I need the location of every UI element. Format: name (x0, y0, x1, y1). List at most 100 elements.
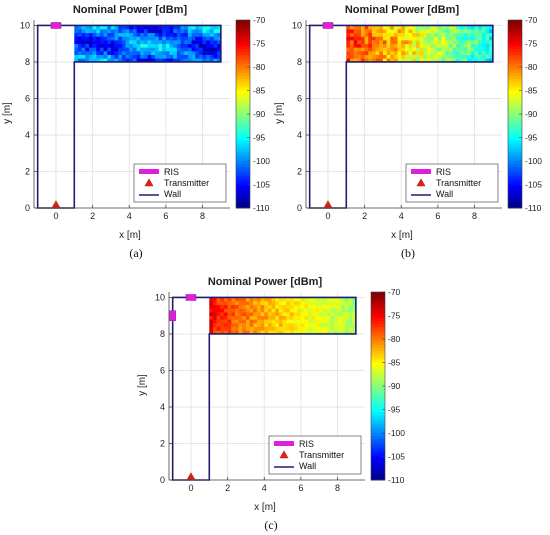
heatmap-cell (110, 43, 115, 48)
heatmap-cell (143, 29, 148, 34)
heatmap-cell (162, 58, 167, 63)
heatmap-cell (282, 304, 287, 309)
heatmap-cell (125, 40, 130, 45)
heatmap-cell (326, 301, 331, 306)
heatmap-cell (256, 323, 261, 327)
heatmap-cell (357, 40, 362, 45)
heatmap-cell (456, 32, 461, 37)
colorbar-segment (371, 418, 385, 422)
heatmap-cell (191, 36, 196, 41)
heatmap-cell (368, 29, 373, 34)
heatmap-cell (379, 36, 384, 41)
heatmap-cell (368, 25, 373, 30)
heatmap-cell (459, 51, 464, 55)
heatmap-cell (275, 301, 280, 306)
heatmap-cell (297, 308, 302, 313)
heatmap-cell (169, 36, 174, 41)
heatmap-cell (267, 319, 272, 324)
heatmap-cell (393, 54, 398, 59)
heatmap-cell (140, 32, 145, 37)
heatmap-cell (319, 312, 324, 317)
heatmap-cell (470, 32, 475, 37)
heatmap-cell (147, 32, 152, 37)
heatmap-cell (326, 308, 331, 313)
heatmap-cell (481, 47, 486, 52)
colorbar-tick-label: -75 (253, 39, 266, 49)
heatmap-cell (110, 40, 115, 45)
heatmap-cell (357, 54, 362, 59)
x-tick-label: 4 (399, 211, 404, 221)
heatmap-cell (227, 319, 232, 324)
heatmap-cell (382, 43, 387, 48)
heatmap-cell (154, 51, 159, 55)
heatmap-cell (456, 51, 461, 55)
heatmap-cell (158, 51, 163, 55)
heatmap-cell (245, 330, 250, 335)
colorbar-segment (371, 315, 385, 319)
colorbar-segment (508, 158, 522, 162)
heatmap-cell (423, 29, 428, 34)
heatmap-cell (169, 43, 174, 48)
heatmap-cell (293, 315, 298, 320)
heatmap-cell (165, 47, 170, 52)
heatmap-cell (216, 308, 221, 313)
heatmap-cell (151, 54, 156, 59)
heatmap-cell (278, 301, 283, 306)
heatmap-cell (397, 36, 402, 41)
heatmap-cell (364, 36, 369, 41)
heatmap-cell (330, 301, 335, 306)
heatmap-cell (238, 312, 243, 317)
heatmap-cell (234, 323, 239, 327)
heatmap-cell (426, 47, 431, 52)
heatmap-cell (158, 36, 163, 41)
heatmap-cell (238, 304, 243, 309)
heatmap-cell (267, 315, 272, 320)
heatmap-cell (463, 25, 468, 30)
heatmap-cell (375, 58, 380, 63)
heatmap-cell (278, 330, 283, 335)
heatmap-cell (311, 297, 316, 302)
heatmap-cell (180, 47, 185, 52)
heatmap-cell (271, 323, 276, 327)
heatmap-cell (184, 40, 189, 45)
heatmap-cell (315, 312, 320, 317)
heatmap-cell (180, 58, 185, 63)
heatmap-cell (184, 51, 189, 55)
heatmap-cell (151, 43, 156, 48)
heatmap-cell (379, 47, 384, 52)
heatmap-cell (426, 40, 431, 45)
legend-entry: Wall (164, 189, 181, 199)
heatmap-cell (368, 51, 373, 55)
heatmap-cell (286, 330, 291, 335)
heatmap-cell (173, 32, 178, 37)
heatmap-cell (419, 51, 424, 55)
heatmap-cell (121, 47, 126, 52)
heatmap-cell (348, 323, 353, 327)
colorbar-segment (508, 137, 522, 141)
colorbar-segment (371, 415, 385, 419)
heatmap-cell (213, 36, 218, 41)
heatmap-cell (92, 25, 97, 30)
heatmap-cell (412, 36, 417, 41)
heatmap-cell (352, 297, 357, 302)
heatmap-cell (238, 315, 243, 320)
heatmap-cell (445, 40, 450, 45)
heatmap-cell (311, 301, 316, 306)
heatmap-cell (242, 304, 247, 309)
heatmap-cell (99, 43, 104, 48)
x-tick-label: 6 (163, 211, 168, 221)
heatmap-cell (88, 58, 93, 63)
heatmap-cell (165, 51, 170, 55)
colorbar-segment (508, 175, 522, 180)
heatmap-cell (379, 29, 384, 34)
heatmap-cell (143, 54, 148, 59)
heatmap-cell (426, 51, 431, 55)
heatmap-cell (158, 58, 163, 63)
heatmap-cell (256, 297, 261, 302)
heatmap-cell (386, 58, 391, 63)
colorbar-segment (508, 181, 522, 185)
heatmap-cell (326, 297, 331, 302)
heatmap-cell (209, 301, 214, 306)
heatmap-cell (311, 312, 316, 317)
